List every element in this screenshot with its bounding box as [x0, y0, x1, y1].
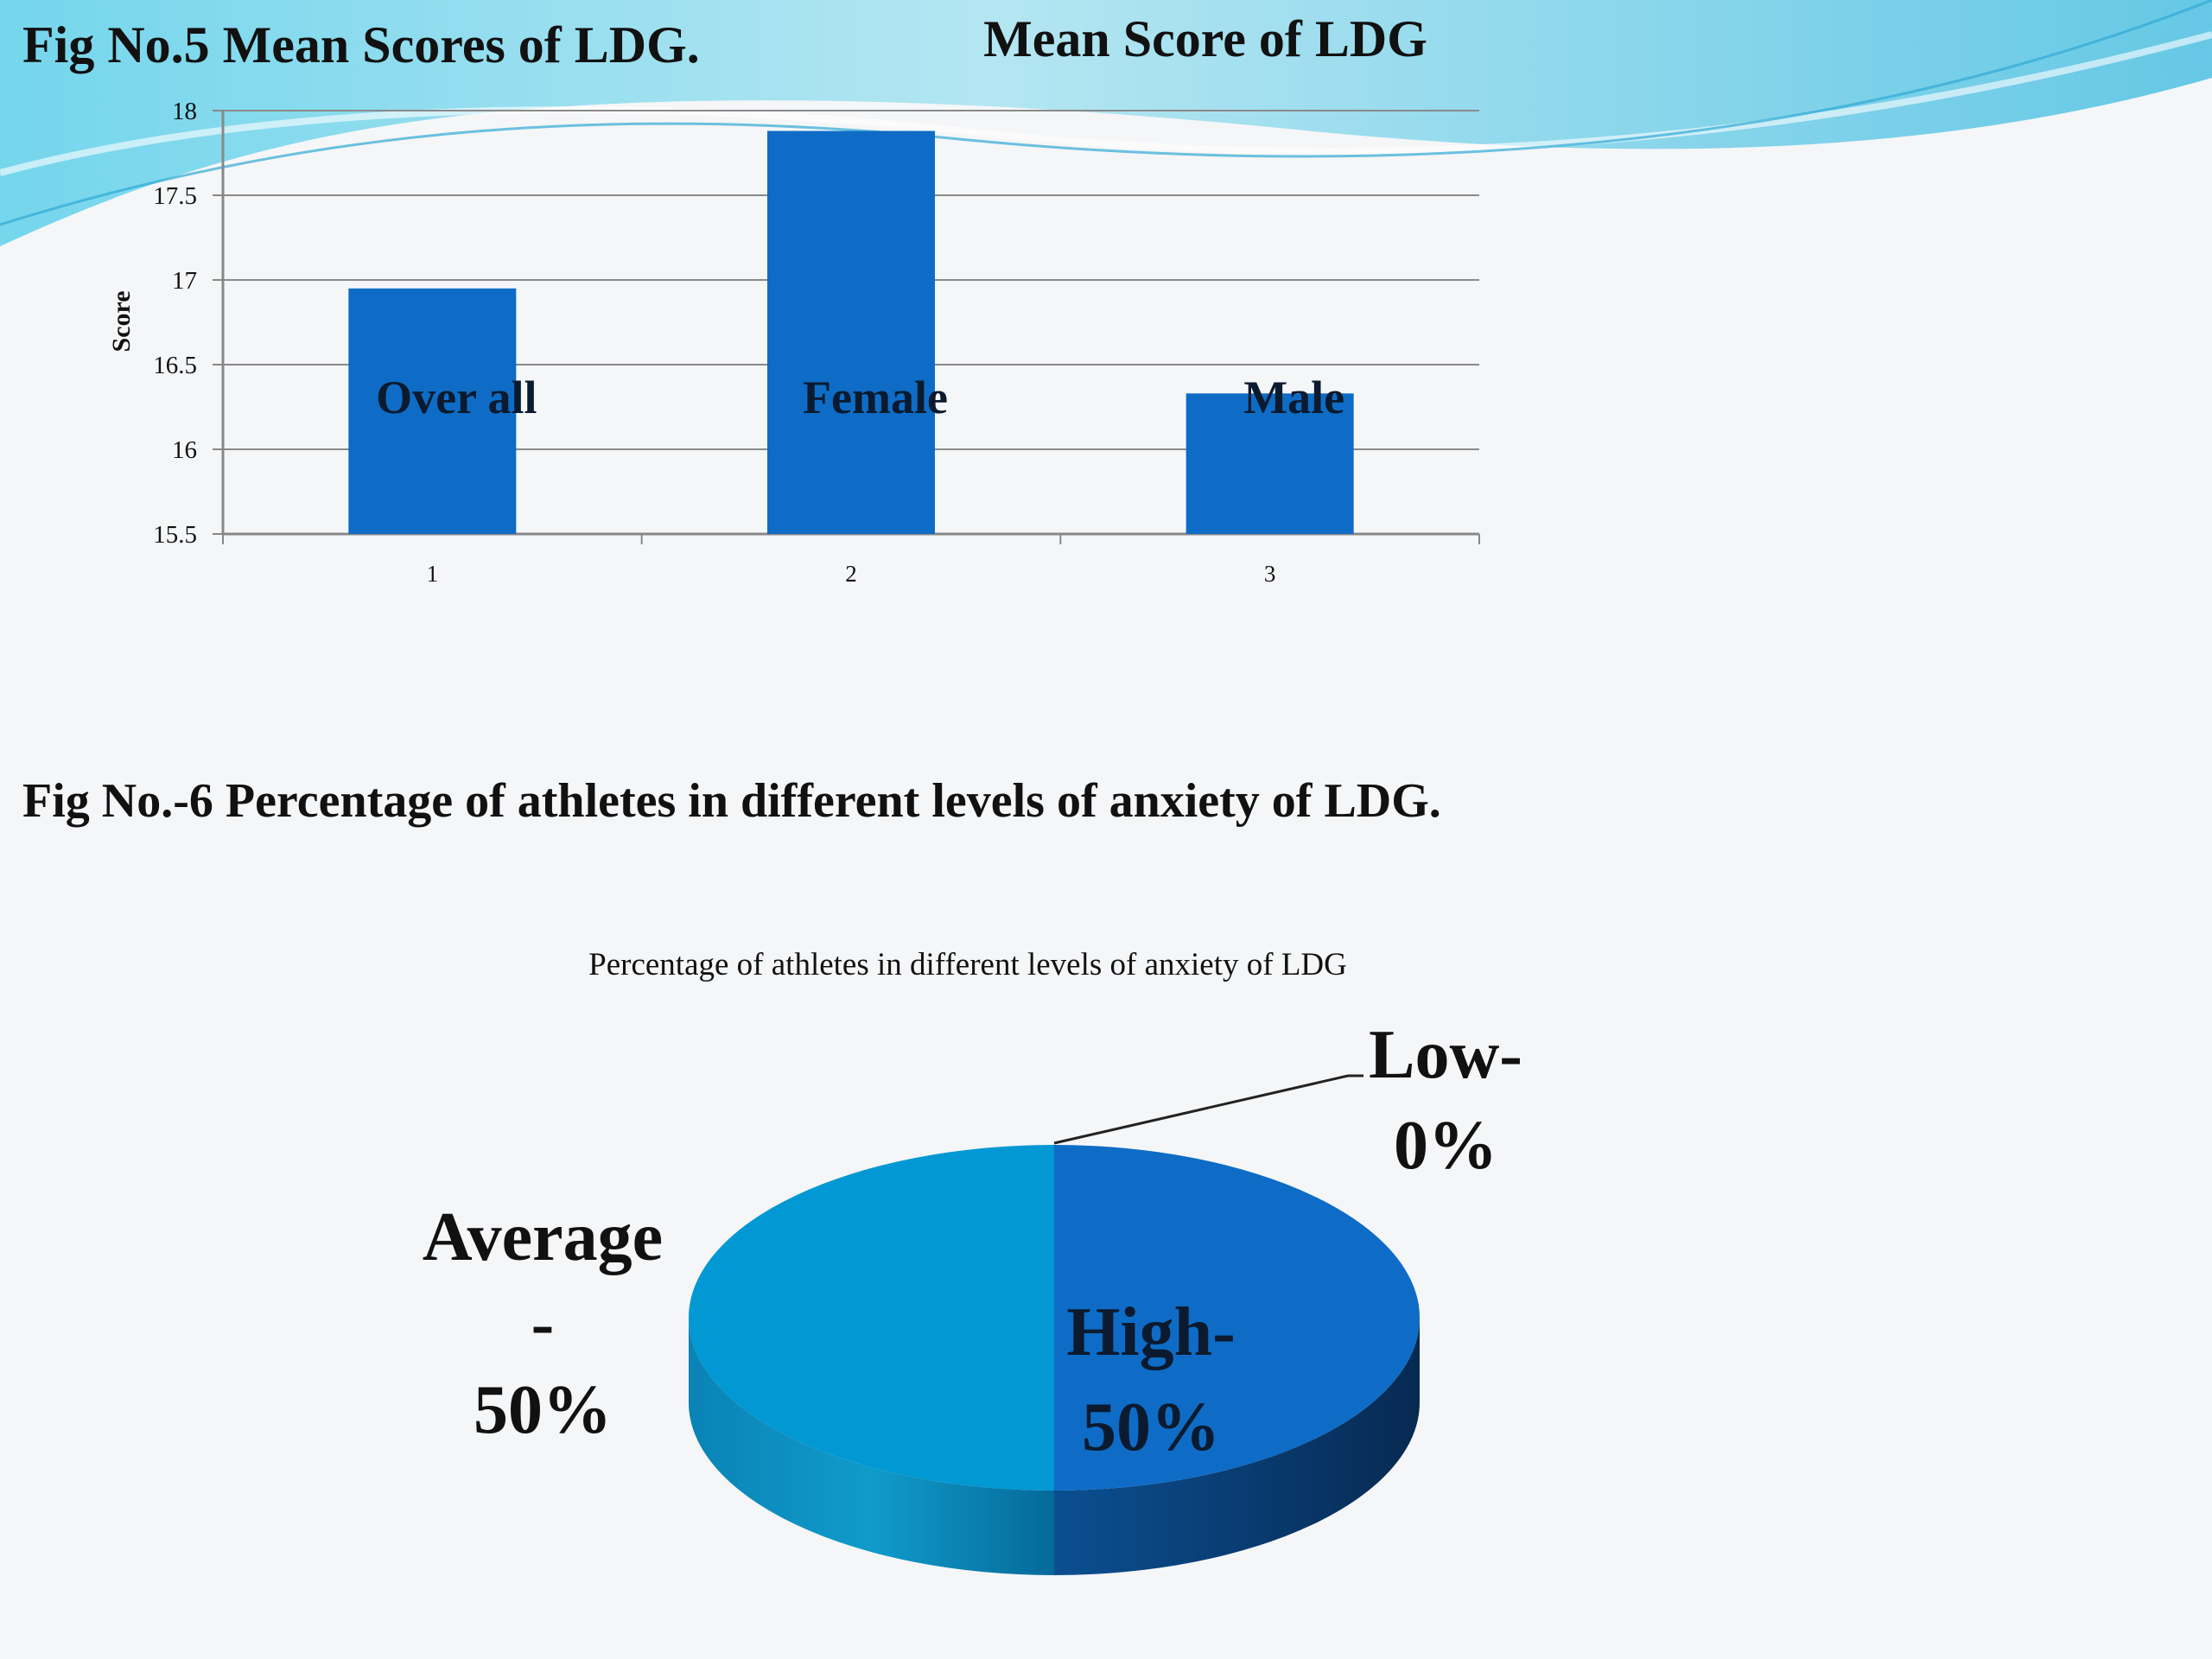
bar-data-label: Female	[803, 372, 948, 423]
y-tick-label: 16.5	[153, 352, 197, 379]
y-tick-label: 16	[172, 436, 197, 464]
bar-female	[767, 130, 935, 534]
y-tick-label: 18	[172, 98, 197, 125]
pie-label-low: Low-0%	[1369, 1017, 1522, 1184]
fig5-caption: Fig No.5 Mean Scores of LDG.	[22, 16, 700, 73]
header-wave-highlight	[0, 31, 2212, 176]
header-wave-line	[0, 0, 2212, 226]
bar-data-label: Over all	[376, 372, 537, 423]
pie-side-high	[1054, 1318, 1420, 1575]
fig6-caption: Fig No.-6 Percentage of athletes in diff…	[22, 774, 1441, 828]
header-wave	[0, 0, 2212, 246]
y-tick-label: 15.5	[153, 521, 197, 549]
bar-chart-title: Mean Score of LDG	[983, 10, 1427, 67]
pie-slice-high	[1054, 1145, 1420, 1491]
y-tick-label: 17	[172, 267, 197, 295]
pie-label-average: Average -50%	[423, 1199, 663, 1448]
header-wave-band	[0, 0, 2212, 246]
x-tick-label: 3	[1264, 561, 1276, 587]
bar-male	[1185, 393, 1354, 534]
y-tick-label: 17.5	[153, 182, 197, 210]
bar-over-all	[348, 288, 517, 534]
pie-chart-title: Percentage of athletes in different leve…	[588, 947, 1347, 982]
pie-slice-average	[689, 1145, 1054, 1491]
x-tick-label: 1	[427, 561, 439, 587]
bar-data-label: Male	[1243, 372, 1344, 423]
x-tick-label: 2	[845, 561, 857, 587]
y-axis-label: Score	[107, 290, 136, 352]
pie-side-average	[689, 1318, 1054, 1575]
pie-leader-line	[1053, 1074, 1363, 1145]
pie-chart: Percentage of athletes in different leve…	[423, 947, 1522, 1575]
bar-chart: Mean Score of LDG Score 15.5 16 16.5 17 17.5…	[107, 10, 1480, 587]
pie-label-high: High-50%	[1066, 1294, 1236, 1465]
